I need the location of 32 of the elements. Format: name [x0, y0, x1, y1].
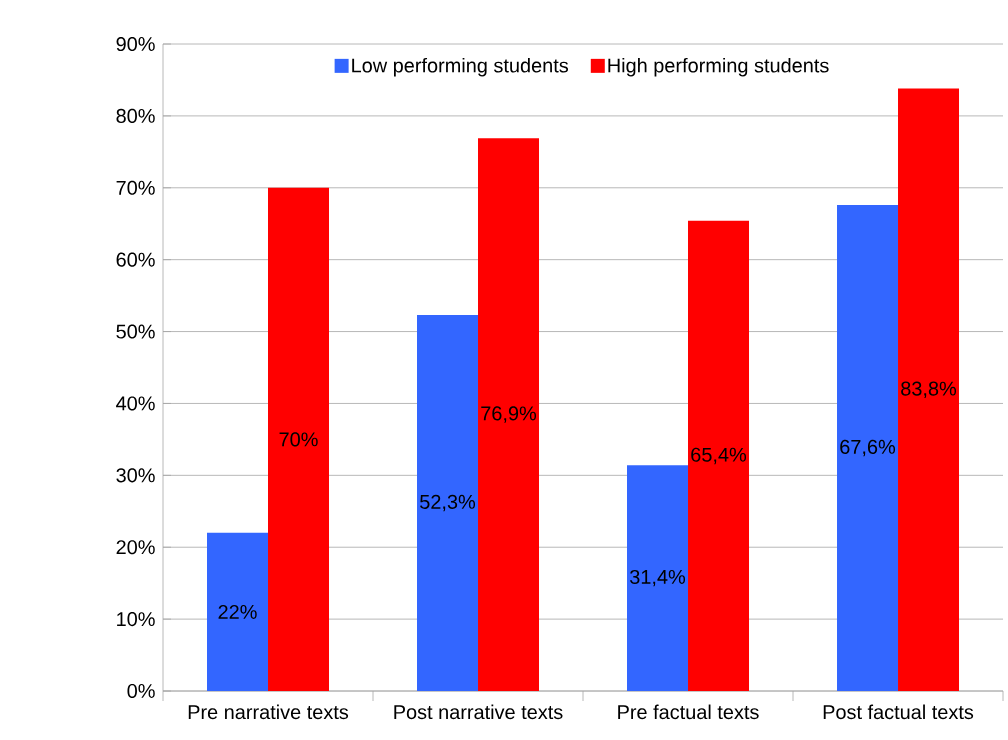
- data-label: 70%: [279, 432, 318, 447]
- x-tick-label: Post factual texts: [823, 704, 974, 720]
- x-tick-label: Pre factual texts: [618, 704, 759, 720]
- x-tick-label: Pre narrative texts: [188, 704, 349, 720]
- bar: [688, 220, 750, 691]
- data-label: 52,3%: [420, 494, 476, 512]
- data-label: 22%: [218, 604, 257, 619]
- data-label: 67,6%: [840, 439, 896, 457]
- y-tick-label: 50%: [116, 324, 155, 339]
- y-tick-label: 40%: [116, 396, 155, 411]
- x-tick-label: Post narrative texts: [394, 704, 563, 720]
- y-tick-label: 80%: [116, 108, 155, 123]
- data-label: 76,9%: [481, 406, 537, 423]
- y-tick-label: 60%: [116, 252, 155, 267]
- data-label: 65,4%: [691, 447, 747, 465]
- bar: [837, 205, 899, 691]
- y-tick-label: 10%: [117, 612, 155, 627]
- y-tick-label: 30%: [116, 468, 155, 483]
- legend-label: High performing students: [608, 57, 829, 77]
- legend-label: Low performing students: [352, 57, 569, 77]
- y-tick-label: 90%: [116, 36, 155, 52]
- bar: [627, 465, 688, 691]
- bar: [207, 532, 268, 691]
- bar: [268, 187, 329, 691]
- bar: [478, 138, 539, 691]
- y-tick-label: 20%: [116, 540, 155, 555]
- data-label: 83,8%: [901, 381, 957, 399]
- y-tick-label: 0%: [127, 683, 155, 699]
- data-label: 31,4%: [630, 569, 686, 587]
- y-tick-label: 70%: [116, 180, 155, 195]
- bar: [417, 315, 478, 691]
- bar: [898, 88, 960, 691]
